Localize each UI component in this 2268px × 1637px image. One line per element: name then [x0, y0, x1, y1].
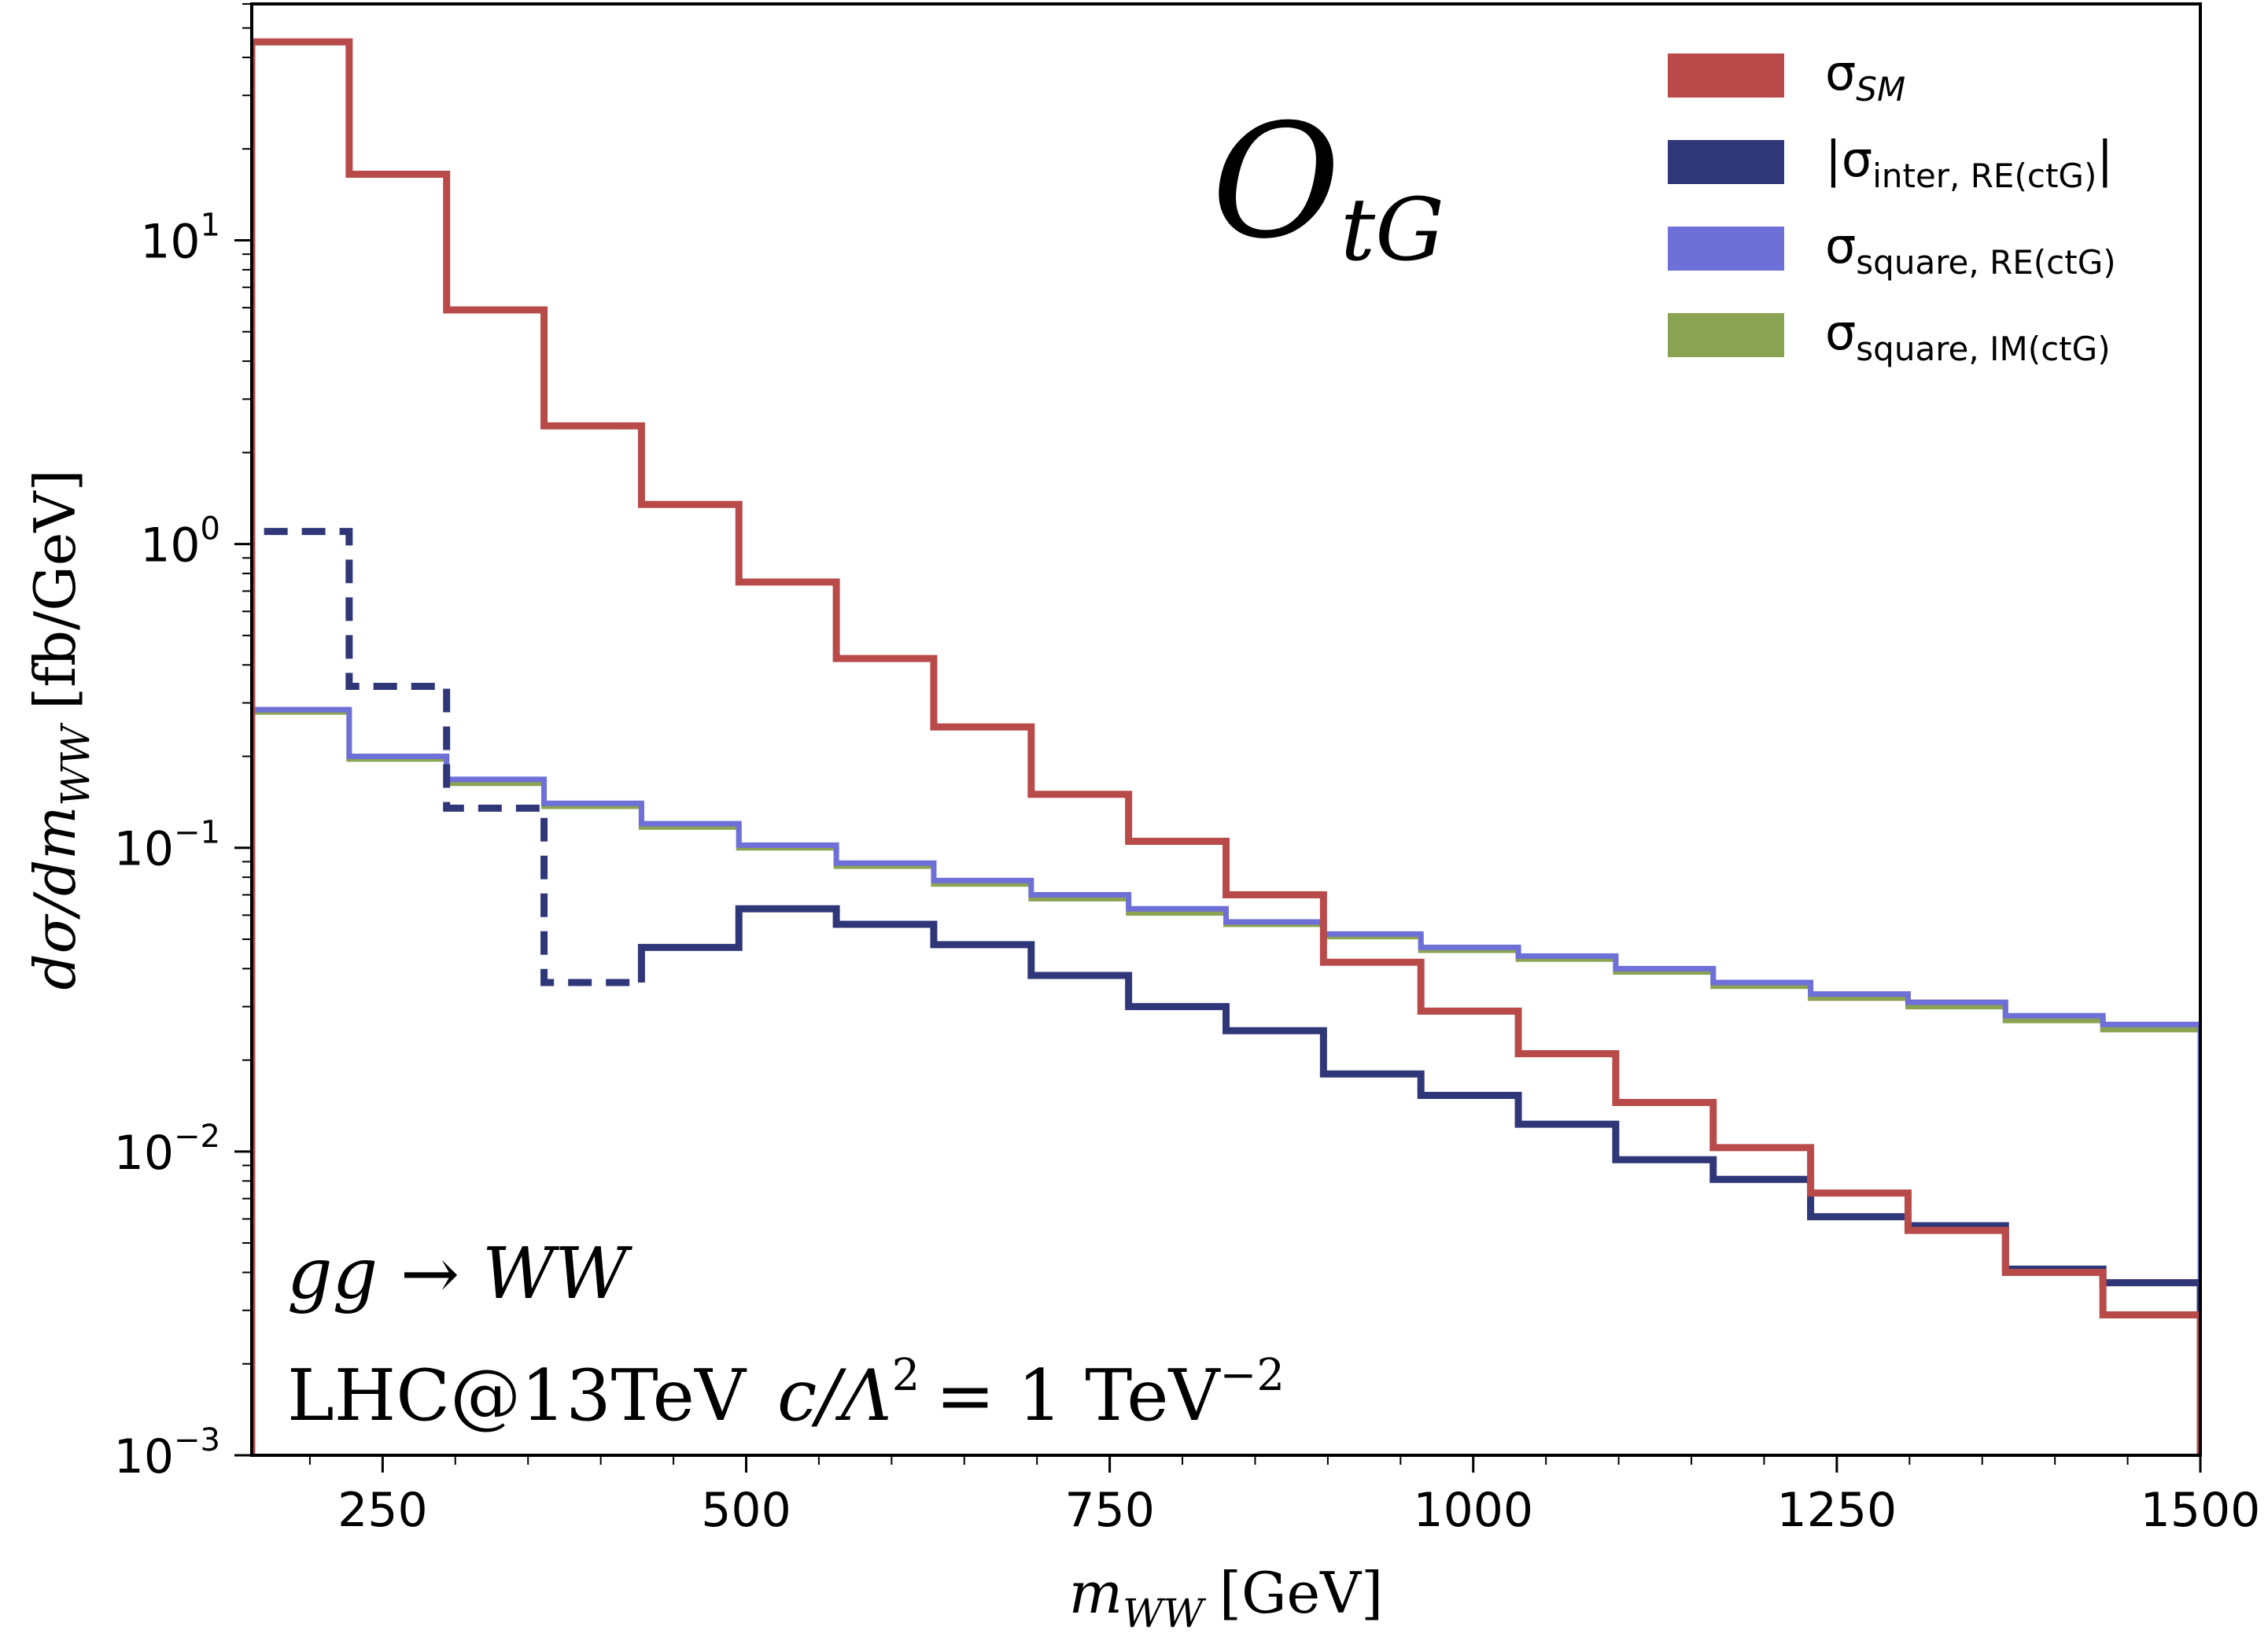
- series-sm-line: [252, 38, 2200, 1455]
- legend-swatch: [1668, 227, 1784, 271]
- legend-label: σsquare, IM(ctG): [1825, 304, 2111, 368]
- x-tick-label: 1250: [1777, 1483, 1897, 1538]
- x-tick-label: 750: [1064, 1483, 1155, 1538]
- legend-label: σsquare, RE(ctG): [1825, 217, 2116, 282]
- series-square-re-line: [252, 706, 2200, 1455]
- legend-swatch: [1668, 313, 1784, 357]
- collider-label: LHC@13TeV c/Λ2 = 1 TeV−2: [287, 1350, 1285, 1437]
- legend-label: |σinter, RE(ctG)|: [1825, 131, 2113, 195]
- legend: σSM |σinter, RE(ctG)| σsquare, RE(ctG) σsqu…: [1668, 44, 2116, 368]
- y-axis-label: dσ/dmWW[fb/GeV]: [22, 470, 98, 990]
- operator-label: OtG: [1211, 90, 1444, 280]
- series-inter-dashed-line: [252, 528, 642, 1455]
- x-tick-label: 1000: [1413, 1483, 1533, 1538]
- y-axis: 101 100 10−1 10−2 10−3: [114, 3, 252, 1484]
- x-axis: 250 500 750 1000 1250 1500: [308, 1455, 2261, 1538]
- series-inter-line: [637, 905, 2200, 1455]
- y-tick-label: 10−2: [114, 1119, 220, 1181]
- legend-item-inter: |σinter, RE(ctG)|: [1668, 131, 2113, 195]
- plot-frame: [250, 2, 2202, 1457]
- process-label: gg → WW: [287, 1233, 632, 1315]
- y-tick-label: 100: [140, 511, 220, 573]
- legend-label: σSM: [1825, 44, 1905, 109]
- legend-item-square-re: σsquare, RE(ctG): [1668, 217, 2116, 282]
- legend-swatch: [1668, 53, 1784, 98]
- x-tick-label: 500: [701, 1483, 791, 1538]
- x-axis-label: mWW [GeV]: [1069, 1560, 1383, 1636]
- y-tick-label: 10−1: [114, 815, 220, 877]
- legend-item-square-im: σsquare, IM(ctG): [1668, 304, 2111, 368]
- x-tick-label: 1500: [2141, 1483, 2261, 1538]
- legend-swatch: [1668, 140, 1784, 184]
- x-tick-label: 250: [337, 1483, 428, 1538]
- y-tick-label: 10−3: [114, 1422, 220, 1484]
- legend-item-sm: σSM: [1668, 44, 1905, 109]
- series-layer: [252, 38, 2200, 1455]
- y-tick-label: 101: [140, 207, 220, 269]
